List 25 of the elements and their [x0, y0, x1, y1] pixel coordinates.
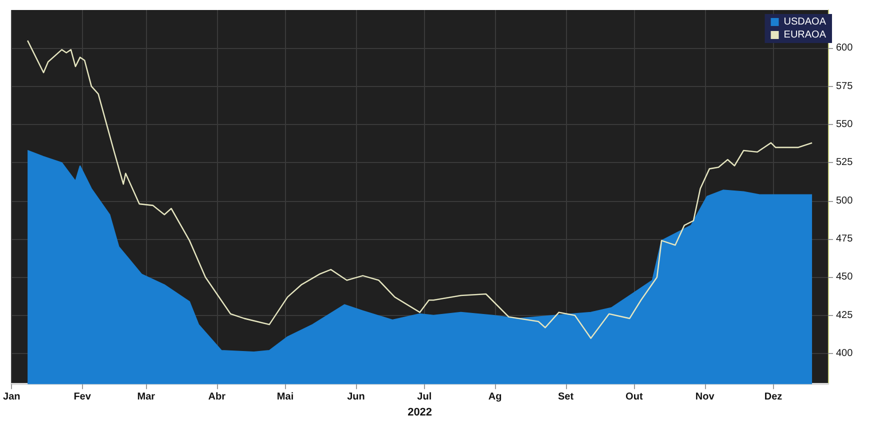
- x-tick-label: Dez: [764, 392, 782, 403]
- x-tick-label: Mar: [137, 392, 156, 403]
- y-tick-label: 400: [836, 348, 854, 360]
- x-tick-label: Jan: [3, 392, 20, 403]
- x-tick-label: Ag: [488, 392, 502, 403]
- x-tick-label: Fev: [74, 392, 92, 403]
- x-axis-title: 2022: [408, 406, 432, 418]
- y-tick-label: 500: [836, 195, 854, 206]
- y-tick-label: 525: [836, 157, 854, 168]
- legend-label: USDAOA: [784, 16, 826, 28]
- x-tick-label: Set: [558, 392, 574, 403]
- x-tick-label: Jul: [417, 392, 432, 403]
- y-tick-label: 450: [836, 272, 854, 283]
- y-tick-label: 475: [836, 234, 854, 245]
- line-series: [26, 40, 813, 339]
- y-tick-label: 550: [836, 119, 854, 130]
- x-tick-label: Jun: [347, 392, 365, 403]
- x-tick-label: Mai: [276, 392, 294, 403]
- y-tick-label: 600: [836, 42, 854, 54]
- legend-label: EURAOA: [784, 30, 826, 40]
- x-tick-label: Out: [626, 392, 644, 403]
- y-tick-label: 575: [836, 80, 854, 92]
- y-tick-label: 425: [836, 310, 854, 321]
- x-tick-label: Abr: [208, 392, 226, 403]
- x-tick-label: Nov: [695, 392, 715, 403]
